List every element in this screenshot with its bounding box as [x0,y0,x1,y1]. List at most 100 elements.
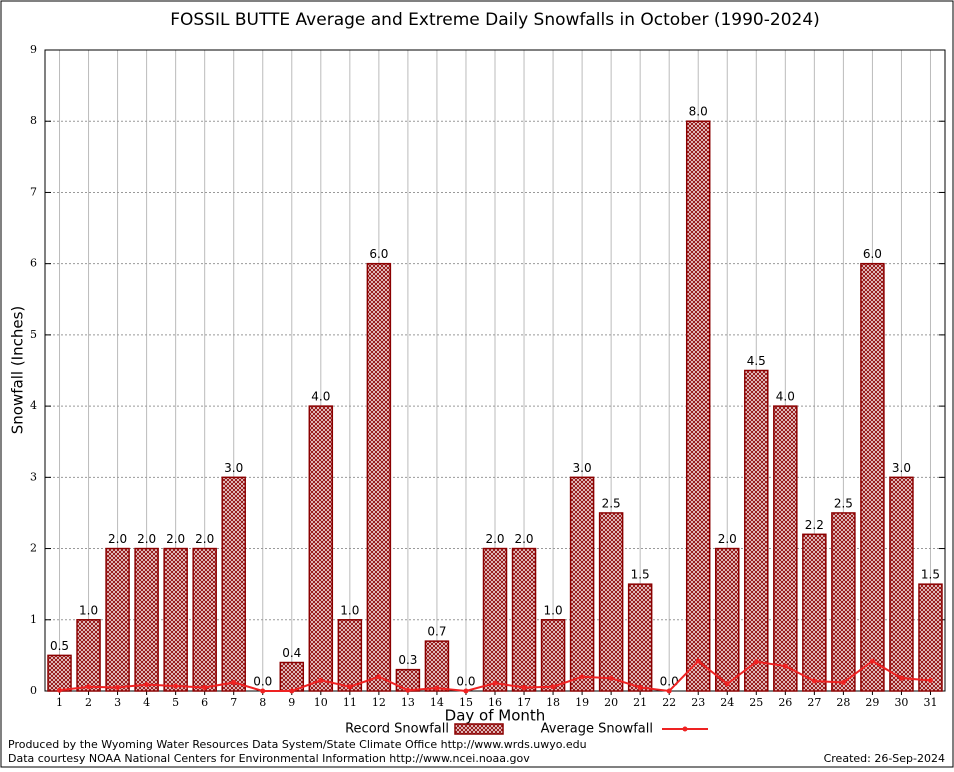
y-tick-label: 7 [30,185,37,198]
point [463,688,469,694]
point [260,688,266,694]
x-tick-label: 20 [604,696,618,709]
x-axis-label: Day of Month [445,707,546,725]
y-tick-label: 2 [30,542,37,555]
bar [540,619,566,692]
y-tick-label: 1 [30,613,37,626]
point [782,663,788,669]
value-label: 1.0 [340,603,359,617]
value-label: 4.0 [311,390,330,404]
bar [308,405,334,692]
point [347,684,353,690]
point [521,684,527,690]
bar [569,476,595,692]
bar [802,533,827,692]
x-tick-label: 24 [720,696,734,709]
marks: 0.5 1.0 2.0 2.0 2.0 2.0 3.0 0.0 0.4 4.0 1.0 6.0 0.3 0… [47,105,943,694]
x-tick-label: 12 [372,696,386,709]
legend-label: Average Snowfall [541,722,653,737]
bar [598,512,624,692]
value-label: 2.0 [195,532,214,546]
x-tick-label: 1 [56,696,63,709]
bar [773,405,798,692]
point [202,684,208,690]
x-tick-label: 21 [633,696,647,709]
value-label: 0.5 [50,639,69,653]
value-label: 2.0 [514,532,533,546]
bar [918,583,943,692]
x-tick-label: 26 [778,696,792,709]
x-tick-label: 17 [517,696,531,709]
point [405,687,411,693]
x-tick-label: 31 [923,696,937,709]
value-label: 4.5 [747,354,766,368]
bar [47,654,72,692]
bar [366,262,392,692]
value-label: 0.0 [660,675,679,689]
chart-title: FOSSIL BUTTE Average and Extreme Daily S… [170,10,820,30]
value-label: 1.0 [79,603,98,617]
bar [76,619,101,692]
bar [744,369,769,692]
point [144,682,150,688]
bar [424,640,450,692]
point [579,674,585,680]
bar [889,476,914,692]
y-tick-label: 5 [30,328,37,341]
x-tick-label: 29 [865,696,879,709]
point [608,675,614,681]
y-tick-label: 0 [30,684,37,697]
x-tick-label: 25 [749,696,763,709]
value-label: 3.0 [892,461,911,475]
bar [860,262,885,692]
value-label: 1.0 [544,603,563,617]
value-label: 0.7 [427,625,446,639]
bar [511,547,537,692]
x-tick-label: 28 [836,696,850,709]
value-label: 2.5 [602,496,621,510]
x-tick-label: 19 [575,696,589,709]
value-label: 2.0 [485,532,504,546]
x-tick-label: 30 [894,696,908,709]
point [811,678,817,684]
x-tick-label: 22 [662,696,676,709]
point [898,675,904,681]
bar [482,547,508,692]
bar [279,661,305,692]
bar [192,547,217,692]
point [434,685,440,691]
y-tick-label: 9 [30,43,37,56]
point [57,687,63,693]
footer-text: Data courtesy NOAA National Centers for … [8,752,530,765]
value-label: 8.0 [689,105,708,119]
point [173,683,179,689]
bar [627,583,653,692]
footer-text: Produced by the Wyoming Water Resources … [8,738,587,751]
bar [685,120,711,692]
point [724,681,730,687]
y-tick-label: 6 [30,257,37,270]
point [492,680,498,686]
value-label: 2.2 [805,518,824,532]
x-tick-label: 13 [401,696,415,709]
value-label: 0.0 [253,675,272,689]
legend-swatch [454,723,504,735]
point [318,677,324,683]
x-tick-label: 23 [691,696,705,709]
x-tick-label: 15 [459,696,473,709]
point [695,658,701,664]
bar [337,619,363,692]
bar [163,547,188,692]
value-label: 3.0 [573,461,592,475]
x-tick-label: 14 [430,696,444,709]
legend-label: Record Snowfall [345,722,449,737]
x-tick-label: 11 [343,696,357,709]
legend: Record Snowfall Average Snowfall [345,722,708,737]
footer-text: Created: 26-Sep-2024 [824,752,945,765]
x-tick-label: 3 [114,696,121,709]
value-label: 0.3 [398,653,417,667]
value-label: 1.5 [921,568,940,582]
bar [134,547,159,692]
